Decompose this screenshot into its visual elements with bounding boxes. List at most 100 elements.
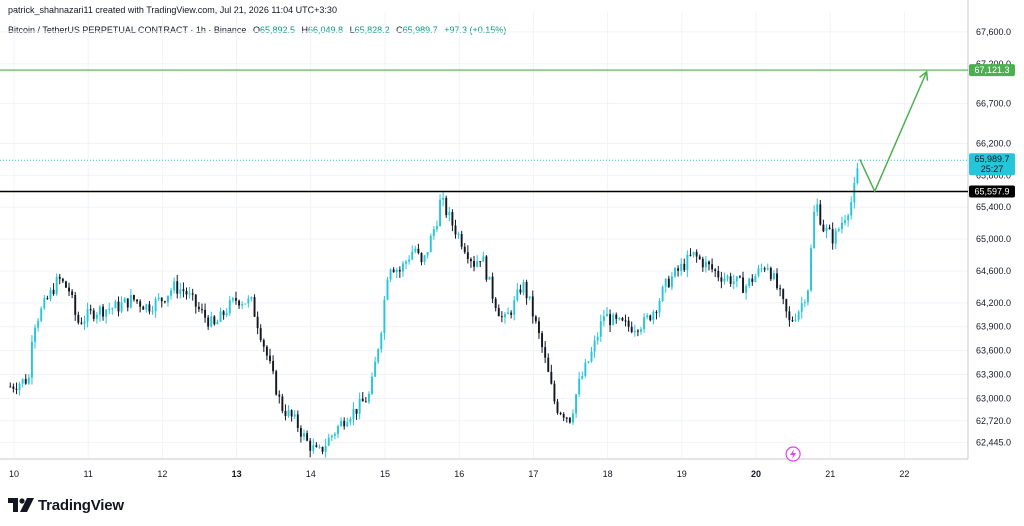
- candle-body: [303, 433, 305, 437]
- candle-body: [272, 361, 275, 372]
- candle-body: [352, 408, 355, 419]
- candle-body: [207, 317, 210, 327]
- candle-body: [392, 269, 395, 273]
- low-label: L: [349, 25, 355, 35]
- lightning-icon[interactable]: [785, 446, 801, 462]
- candle-body: [596, 336, 599, 341]
- candle-body: [265, 346, 268, 356]
- candle-body: [194, 294, 197, 307]
- candle-body: [321, 446, 324, 452]
- candle-body: [711, 264, 714, 270]
- candle-body: [618, 317, 621, 319]
- candle-body: [785, 299, 788, 312]
- candle-body: [201, 309, 203, 311]
- candle-body: [386, 279, 389, 300]
- candle-body: [228, 300, 231, 314]
- candle-body: [507, 312, 510, 315]
- x-tick-label: 16: [454, 469, 464, 479]
- candle-body: [544, 347, 547, 358]
- target-price-tag-text: 67,121.3: [974, 65, 1009, 75]
- candle-body: [176, 281, 179, 294]
- candle-body: [442, 197, 445, 200]
- candle-body: [751, 278, 754, 282]
- candle-body: [46, 298, 49, 300]
- candle-body: [250, 297, 253, 299]
- candle-body: [15, 388, 18, 390]
- candle-body: [213, 316, 216, 325]
- candle-body: [658, 300, 661, 313]
- candle-body: [630, 326, 633, 333]
- candle-body: [185, 291, 188, 295]
- candle-body: [179, 289, 182, 294]
- candle-body: [275, 371, 278, 395]
- candle-body: [609, 314, 612, 326]
- high-value: 66,049.8: [308, 25, 344, 35]
- candle-body: [800, 303, 803, 312]
- candle-body: [219, 311, 222, 322]
- candle-body: [757, 268, 760, 276]
- candle-body: [361, 398, 364, 402]
- y-tick-label: 64,600.0: [976, 266, 1011, 276]
- candle-body: [695, 251, 698, 257]
- candle-body: [677, 268, 680, 271]
- candle-body: [259, 328, 262, 341]
- candle-body: [726, 276, 729, 279]
- candle-body: [55, 276, 58, 295]
- candle-body: [92, 310, 95, 319]
- candle-body: [40, 308, 43, 321]
- candle-body: [556, 401, 559, 413]
- x-tick-label: 12: [157, 469, 167, 479]
- candle-body: [782, 289, 785, 300]
- candle-body: [337, 426, 339, 434]
- candle-body: [374, 361, 377, 377]
- candle-body: [281, 396, 284, 411]
- candle-body: [68, 287, 70, 292]
- high-label: H: [301, 25, 309, 35]
- candle-body: [123, 298, 126, 303]
- candle-body: [760, 268, 763, 270]
- candle-body: [525, 281, 528, 299]
- candle-body: [367, 393, 370, 402]
- candle-body: [355, 408, 358, 414]
- candle-body: [269, 355, 271, 362]
- y-tick-label: 62,445.0: [976, 438, 1011, 448]
- candle-body: [624, 320, 627, 322]
- candle-body: [132, 295, 135, 300]
- candle-body: [21, 378, 24, 384]
- candle-body: [840, 222, 843, 230]
- projection-path[interactable]: [859, 71, 928, 194]
- candle-body: [439, 199, 441, 227]
- candle-body: [293, 414, 296, 417]
- candle-body: [37, 320, 40, 328]
- candle-body: [457, 234, 460, 236]
- candle-body: [191, 293, 194, 295]
- x-tick-label: 15: [380, 469, 390, 479]
- open-label: O: [252, 25, 260, 35]
- candle-body: [766, 268, 769, 270]
- candle-body: [420, 252, 423, 263]
- candles: [9, 162, 859, 458]
- candle-body: [299, 428, 302, 437]
- candle-body: [405, 261, 407, 264]
- candle-body: [748, 278, 751, 286]
- candle-body: [602, 316, 605, 322]
- candle-body: [89, 309, 92, 311]
- candle-body: [708, 261, 710, 265]
- x-tick-label: 18: [603, 469, 613, 479]
- candle-body: [482, 256, 485, 262]
- candle-body: [324, 445, 327, 452]
- x-tick-label: 22: [899, 469, 909, 479]
- candle-body: [284, 410, 287, 416]
- candle-body: [646, 315, 649, 318]
- candle-body: [343, 420, 346, 427]
- candle-body: [488, 276, 491, 280]
- candle-body: [541, 333, 544, 348]
- candle-body: [844, 220, 846, 223]
- symbol-title: Bitcoin / TetherUS PERPETUAL CONTRACT · …: [8, 25, 247, 35]
- candle-body: [473, 261, 475, 267]
- candle-body: [167, 295, 169, 303]
- candle-body: [235, 298, 237, 301]
- candle-body: [451, 212, 454, 226]
- candle-body: [652, 311, 655, 321]
